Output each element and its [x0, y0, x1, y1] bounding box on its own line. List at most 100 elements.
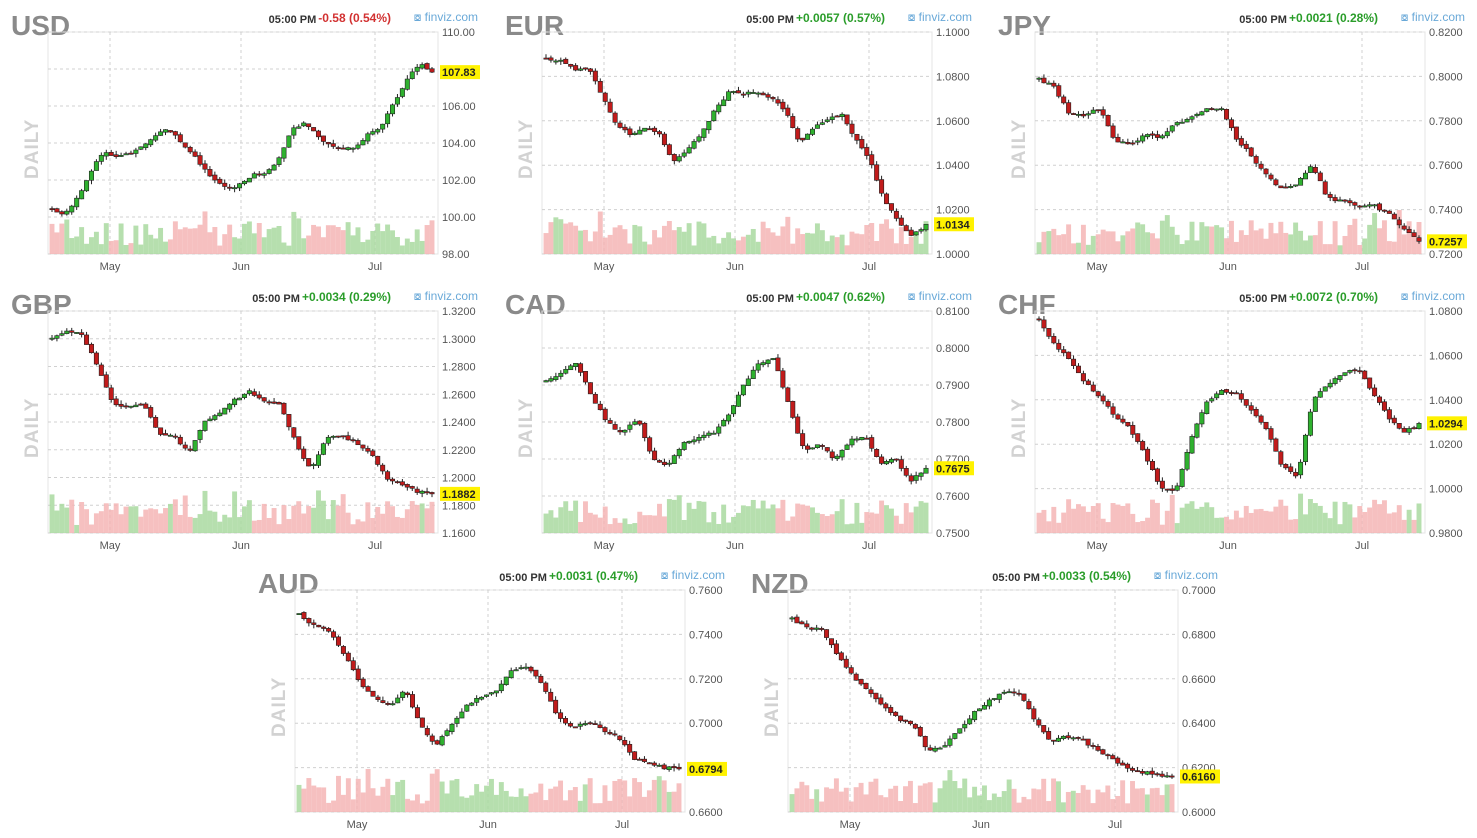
volume-bar	[858, 782, 864, 812]
volume-bar	[829, 235, 835, 254]
chart-panel-cad: CAD ⧇ finviz.com +0.0047 (0.62%) 05:00 PM DA…	[502, 283, 982, 555]
y-tick-label: 1.0000	[1429, 484, 1463, 496]
volume-bar	[246, 500, 252, 533]
y-tick-label: 1.0200	[1429, 439, 1463, 451]
volume-bar	[79, 227, 85, 254]
volume-bar	[271, 227, 277, 254]
candle-body	[691, 141, 697, 149]
chart-panel-eur: EUR ⧇ finviz.com +0.0057 (0.57%) 05:00 PM DA…	[502, 4, 982, 276]
chart-svg: JPY ⧇ finviz.com +0.0021 (0.28%)05:00 PM DA…	[998, 10, 1467, 273]
volume-bar	[918, 501, 924, 533]
volume-bar	[1377, 228, 1382, 254]
volume-bar	[587, 778, 593, 812]
chart-title: CHF	[998, 289, 1056, 320]
volume-bar	[153, 509, 159, 533]
candle-body	[1406, 428, 1412, 433]
candle-body	[874, 449, 880, 457]
candle-body	[192, 440, 198, 452]
volume-bar	[1263, 510, 1269, 533]
candle-body	[888, 459, 894, 463]
candle-body	[622, 126, 628, 131]
volume-bar	[824, 515, 830, 533]
volume-bar	[706, 522, 712, 533]
candle-body	[582, 67, 588, 70]
volume-bar	[1056, 235, 1062, 254]
volume-bar	[326, 802, 332, 812]
candle-body	[533, 669, 539, 677]
candle-body	[755, 363, 761, 371]
volume-bar	[1110, 503, 1116, 533]
candle-body	[1263, 168, 1269, 175]
candle-body	[1416, 237, 1422, 242]
volume-bar	[726, 232, 732, 254]
volume-bar	[311, 224, 317, 254]
volume-bar	[548, 222, 554, 254]
candle-body	[923, 467, 929, 474]
volume-bar	[1105, 522, 1111, 533]
source-label: ⧇ finviz.com	[908, 10, 972, 24]
chart-svg: NZD ⧇ finviz.com +0.0033 (0.54%)05:00 PM DA…	[751, 568, 1220, 831]
volume-bar	[1209, 226, 1215, 254]
candle-body	[350, 660, 356, 671]
candle-body	[1011, 691, 1017, 694]
x-tick-label: May	[594, 261, 615, 273]
candle-body	[207, 169, 213, 177]
volume-bar	[1076, 242, 1081, 254]
candle-body	[469, 702, 475, 706]
candle-body	[113, 398, 119, 406]
candle-body	[49, 208, 55, 211]
chart-svg: GBP ⧇ finviz.com +0.0034 (0.29%)05:00 PM DA…	[11, 289, 480, 552]
volume-bar	[1199, 506, 1205, 533]
change-label: +0.0072 (0.70%)	[1289, 290, 1378, 304]
volume-bar	[1154, 502, 1160, 533]
candle-body	[844, 114, 850, 125]
volume-bars	[543, 495, 929, 533]
candle-body	[553, 60, 559, 63]
volume-bar	[632, 523, 638, 533]
candle-body	[996, 693, 1002, 700]
candle-body	[1352, 202, 1358, 206]
chart-panel-jpy: JPY ⧇ finviz.com +0.0021 (0.28%) 05:00 PM DA…	[995, 4, 1475, 276]
y-tick-label: 1.0000	[936, 249, 970, 261]
volume-bar	[676, 227, 682, 254]
candle-body	[548, 378, 554, 382]
volume-bar	[237, 517, 242, 533]
volume-bar	[1362, 238, 1368, 254]
volume-bar	[913, 234, 919, 254]
volume-bar	[1303, 514, 1308, 533]
candle-body	[780, 101, 786, 110]
candle-body	[1095, 109, 1101, 112]
candle-body	[922, 736, 928, 748]
candle-body	[1075, 365, 1081, 374]
candle-body	[306, 123, 312, 128]
candle-body	[637, 758, 643, 761]
candle-body	[859, 139, 865, 149]
change-label: +0.0047 (0.62%)	[796, 290, 885, 304]
volume-bar	[558, 507, 564, 533]
volume-bar	[888, 788, 894, 812]
candle-body	[912, 724, 918, 729]
time-label: 05:00 PM	[252, 293, 300, 305]
volume-bar	[1273, 506, 1279, 533]
volume-bar	[810, 233, 815, 254]
volume-bar	[399, 245, 405, 254]
candle-body	[1293, 184, 1299, 187]
time-label: 05:00 PM	[1239, 14, 1287, 26]
y-tick-label: 0.6600	[1182, 674, 1216, 686]
plot-frame	[294, 589, 686, 813]
volume-bar	[291, 211, 297, 254]
time-label: 05:00 PM	[269, 14, 317, 26]
candle-body	[335, 636, 341, 646]
volume-bar	[814, 512, 820, 533]
candle-body	[676, 448, 682, 457]
candle-body	[834, 455, 840, 459]
volume-bar	[878, 795, 884, 812]
volume-bar	[1352, 517, 1358, 533]
volume-bar	[498, 782, 504, 812]
candles	[1036, 316, 1422, 494]
volume-bar	[429, 501, 435, 533]
volume-bar	[103, 223, 109, 254]
candle-body	[1278, 451, 1284, 465]
chart-title: USD	[11, 10, 70, 41]
candle-body	[873, 692, 879, 700]
